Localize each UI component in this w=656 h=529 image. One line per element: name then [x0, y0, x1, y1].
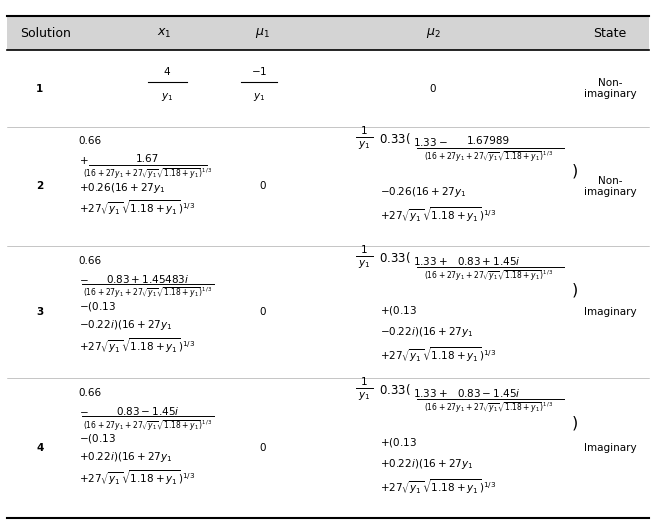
Text: $+27\sqrt{y_1}\sqrt{1.18+y_1})^{1/3}$: $+27\sqrt{y_1}\sqrt{1.18+y_1})^{1/3}$	[79, 199, 195, 217]
Text: $(16+27y_1+27\sqrt{y_1}\sqrt{1.18+y_1})^{1/3}$: $(16+27y_1+27\sqrt{y_1}\sqrt{1.18+y_1})^…	[424, 400, 553, 415]
Text: 4: 4	[36, 443, 43, 453]
Text: $+0.22i)(16+27y_1$: $+0.22i)(16+27y_1$	[380, 457, 474, 471]
Text: $+0.22i)(16+27y_1$: $+0.22i)(16+27y_1$	[79, 450, 172, 464]
Text: $y_1$: $y_1$	[358, 139, 370, 151]
Text: 2: 2	[36, 181, 43, 191]
Text: $1$: $1$	[360, 243, 368, 255]
Text: $+27\sqrt{y_1}\sqrt{1.18+y_1})^{1/3}$: $+27\sqrt{y_1}\sqrt{1.18+y_1})^{1/3}$	[79, 336, 195, 354]
Text: $1.33-$: $1.33-$	[413, 136, 448, 148]
Text: $1.33+$: $1.33+$	[413, 387, 448, 399]
Text: Solution: Solution	[20, 26, 72, 40]
Text: $(16+27y_1+27\sqrt{y_1}\sqrt{1.18+y_1})^{1/3}$: $(16+27y_1+27\sqrt{y_1}\sqrt{1.18+y_1})^…	[83, 286, 212, 300]
Text: $y_1$: $y_1$	[161, 91, 173, 103]
Text: Non-
imaginary: Non- imaginary	[584, 176, 636, 197]
Text: Imaginary: Imaginary	[584, 307, 636, 317]
Text: $\mu_2$: $\mu_2$	[426, 26, 440, 40]
Text: $\mu_1$: $\mu_1$	[255, 26, 270, 40]
Text: $+27\sqrt{y_1}\sqrt{1.18+y_1})^{1/3}$: $+27\sqrt{y_1}\sqrt{1.18+y_1})^{1/3}$	[380, 478, 497, 496]
Text: $+27\sqrt{y_1}\sqrt{1.18+y_1})^{1/3}$: $+27\sqrt{y_1}\sqrt{1.18+y_1})^{1/3}$	[380, 345, 497, 364]
Text: 0: 0	[259, 181, 266, 191]
Text: 1.67989: 1.67989	[467, 136, 510, 146]
Text: 3: 3	[36, 307, 43, 317]
Text: $-0.26(16+27y_1$: $-0.26(16+27y_1$	[380, 185, 467, 199]
Text: $0.83+1.45i$: $0.83+1.45i$	[457, 255, 520, 267]
Text: $0.33($: $0.33($	[379, 131, 410, 145]
Text: $1.33+$: $1.33+$	[413, 255, 448, 267]
Text: $0.33($: $0.33($	[379, 250, 410, 264]
Text: $0.83+1.45483i$: $0.83+1.45483i$	[106, 272, 190, 285]
Text: $)$: $)$	[571, 414, 578, 432]
Text: $1$: $1$	[360, 124, 368, 136]
Text: $-(0.13$: $-(0.13$	[79, 300, 115, 313]
Text: $0.83-1.45i$: $0.83-1.45i$	[457, 387, 520, 399]
Text: $+27\sqrt{y_1}\sqrt{1.18+y_1})^{1/3}$: $+27\sqrt{y_1}\sqrt{1.18+y_1})^{1/3}$	[79, 468, 195, 487]
Text: Non-
imaginary: Non- imaginary	[584, 78, 636, 99]
Text: $+27\sqrt{y_1}\sqrt{1.18+y_1})^{1/3}$: $+27\sqrt{y_1}\sqrt{1.18+y_1})^{1/3}$	[380, 206, 497, 224]
Text: $y_1$: $y_1$	[358, 258, 370, 270]
Text: $-0.22i)(16+27y_1$: $-0.22i)(16+27y_1$	[380, 325, 474, 339]
Text: 0: 0	[430, 84, 436, 94]
Text: $+(0.13$: $+(0.13$	[380, 436, 417, 450]
Text: $)$: $)$	[571, 162, 578, 180]
Text: $4$: $4$	[163, 65, 171, 77]
Text: $-$: $-$	[79, 273, 89, 284]
Text: $0.83-1.45i$: $0.83-1.45i$	[116, 405, 179, 417]
Text: $y_1$: $y_1$	[358, 390, 370, 402]
Text: $x_1$: $x_1$	[157, 26, 171, 40]
Text: $(16+27y_1+27\sqrt{y_1}\sqrt{1.18+y_1})^{1/3}$: $(16+27y_1+27\sqrt{y_1}\sqrt{1.18+y_1})^…	[83, 418, 212, 433]
Text: 0.66: 0.66	[79, 388, 102, 398]
FancyBboxPatch shape	[7, 16, 649, 50]
Text: State: State	[594, 26, 626, 40]
Text: $)$: $)$	[571, 281, 578, 299]
Text: 1.67: 1.67	[136, 153, 159, 163]
Text: $1$: $1$	[360, 375, 368, 387]
Text: Imaginary: Imaginary	[584, 443, 636, 453]
Text: $+$: $+$	[79, 154, 89, 166]
Text: $(16+27y_1+27\sqrt{y_1}\sqrt{1.18+y_1})^{1/3}$: $(16+27y_1+27\sqrt{y_1}\sqrt{1.18+y_1})^…	[83, 167, 212, 181]
Text: $(16+27y_1+27\sqrt{y_1}\sqrt{1.18+y_1})^{1/3}$: $(16+27y_1+27\sqrt{y_1}\sqrt{1.18+y_1})^…	[424, 268, 553, 282]
Text: $-1$: $-1$	[251, 65, 267, 77]
Text: $+(0.13$: $+(0.13$	[380, 304, 417, 317]
Text: 0.66: 0.66	[79, 136, 102, 147]
Text: $-(0.13$: $-(0.13$	[79, 432, 115, 445]
Text: $-$: $-$	[79, 406, 89, 416]
Text: $y_1$: $y_1$	[253, 91, 265, 103]
Text: $0.33($: $0.33($	[379, 382, 410, 397]
Text: 0.66: 0.66	[79, 256, 102, 266]
Text: 0: 0	[259, 307, 266, 317]
Text: 1: 1	[36, 84, 43, 94]
Text: $-0.22i)(16+27y_1$: $-0.22i)(16+27y_1$	[79, 318, 172, 332]
Text: $+0.26(16+27y_1$: $+0.26(16+27y_1$	[79, 181, 165, 195]
Text: $(16+27y_1+27\sqrt{y_1}\sqrt{1.18+y_1})^{1/3}$: $(16+27y_1+27\sqrt{y_1}\sqrt{1.18+y_1})^…	[424, 149, 553, 163]
Text: 0: 0	[259, 443, 266, 453]
